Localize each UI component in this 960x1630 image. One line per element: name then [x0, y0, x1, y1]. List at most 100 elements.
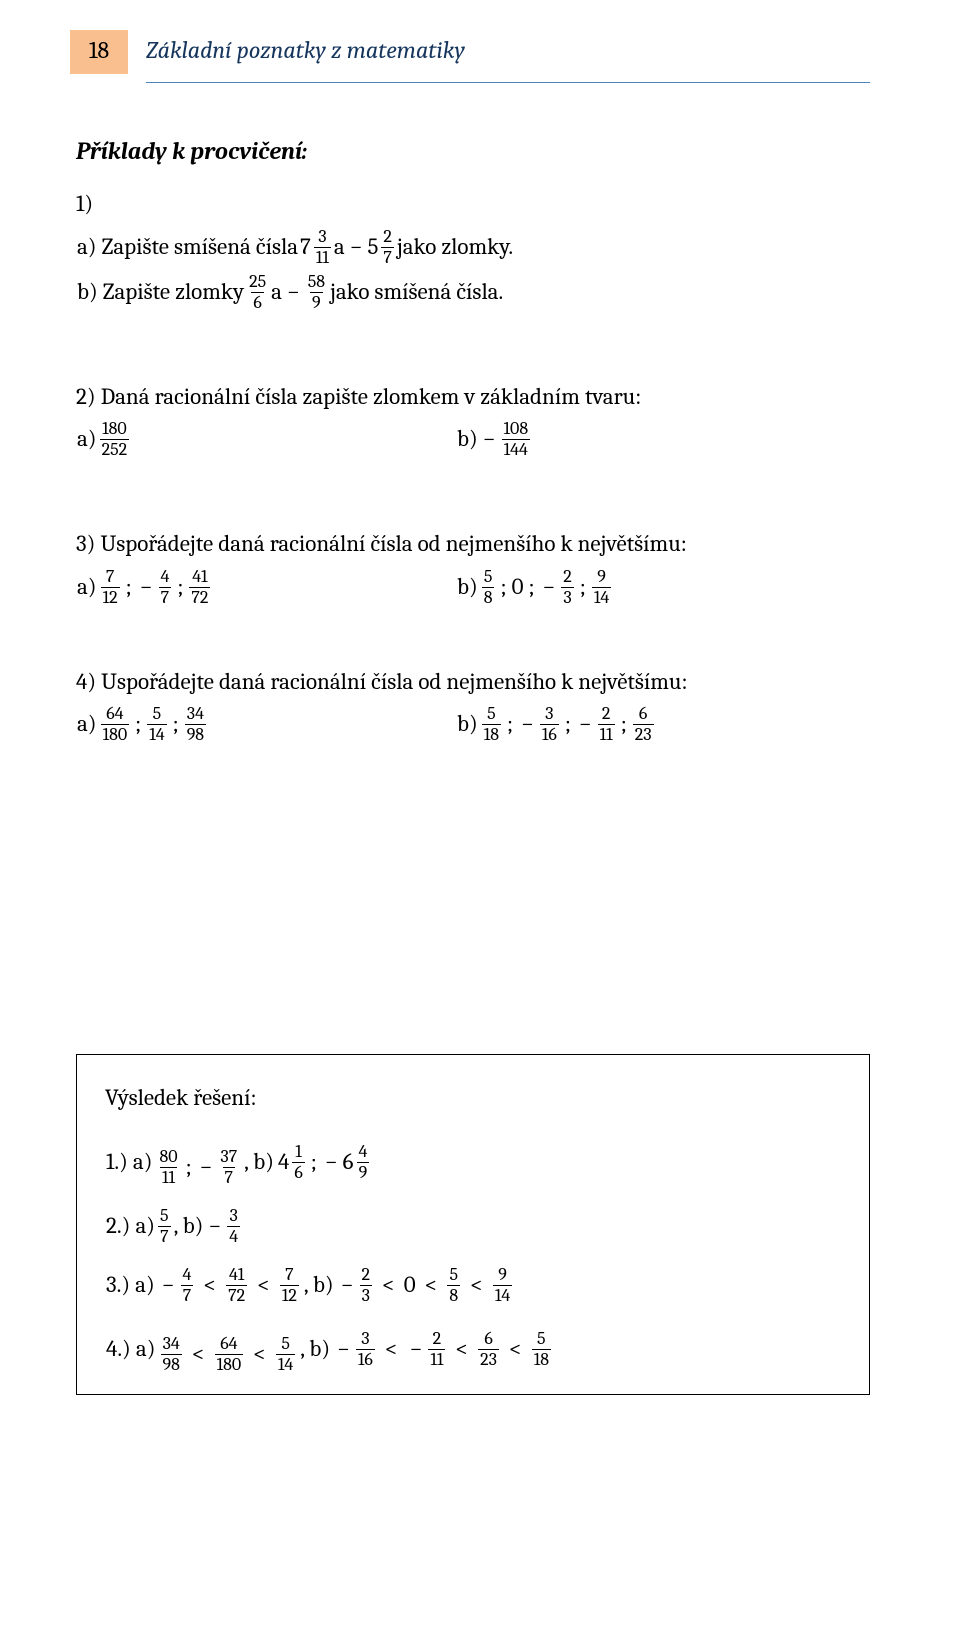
term: −316: [517, 705, 561, 744]
problem-1a: a) Zapište smíšená čísla 7 3 11 a − 5 2 …: [76, 228, 870, 267]
separator: <: [379, 1332, 404, 1367]
fraction: 514: [276, 1335, 295, 1374]
term: 4172: [187, 568, 212, 607]
fraction: 47: [181, 1266, 194, 1305]
separator: ;: [526, 570, 536, 605]
fraction: 58 9: [306, 273, 327, 312]
fraction: 316: [356, 1330, 375, 1369]
separator: <: [247, 1337, 272, 1372]
term: 712: [278, 1266, 301, 1305]
separator: ;: [133, 707, 143, 742]
label: b): [457, 422, 478, 457]
minus-sign: −: [197, 1150, 216, 1185]
fraction: 211: [598, 705, 615, 744]
term: 416: [277, 1143, 307, 1182]
fraction: 4172: [189, 568, 210, 607]
text: a: [334, 230, 345, 265]
header-title: Základní poznatky z matematiky: [128, 30, 870, 74]
term: 0: [403, 1268, 417, 1303]
fraction: 49: [356, 1143, 369, 1182]
results-box: Výsledek řešení: 1.) a) 8011 ; −377 , b)…: [76, 1054, 870, 1395]
term: 0: [511, 570, 525, 605]
problem-2-text: 2) Daná racionální čísla zapište zlomkem…: [76, 380, 870, 415]
term: 514: [274, 1335, 297, 1374]
term: −47: [158, 1266, 196, 1305]
problem-2: 2) Daná racionální čísla zapište zlomkem…: [76, 380, 870, 460]
separator: ;: [498, 570, 508, 605]
fraction: 377: [218, 1148, 239, 1187]
label: 4.) a): [106, 1332, 156, 1367]
term: 914: [491, 1266, 514, 1305]
problem-3-text: 3) Uspořádejte daná racionální čísla od …: [76, 527, 870, 562]
separator: <: [197, 1268, 222, 1303]
problem-4b: b) 518 ; −316 ; −211 ; 623: [456, 705, 870, 744]
literal: 0: [404, 1268, 416, 1303]
separator: ;: [578, 570, 588, 605]
minus-sign: −: [284, 275, 303, 310]
term: 58: [445, 1266, 462, 1305]
fraction: 64180: [215, 1335, 244, 1374]
result-4b: −316<−211<623<518: [332, 1330, 554, 1369]
term: −211: [406, 1330, 448, 1369]
minus-sign: −: [137, 570, 156, 605]
literal: 0: [512, 570, 524, 605]
term: 518: [530, 1330, 553, 1369]
label: 3.) a): [106, 1268, 155, 1303]
fraction: 108 144: [502, 420, 531, 459]
text: a) Zapište smíšená čísla: [77, 230, 298, 265]
label: a): [77, 570, 97, 605]
fraction: 2 7: [381, 228, 394, 267]
problem-4: 4) Uspořádejte daná racionální čísla od …: [76, 665, 870, 745]
result-1b: 416 ; −649: [276, 1143, 372, 1182]
separator: ;: [505, 707, 515, 742]
term: 64180: [213, 1335, 246, 1374]
fraction: 58: [482, 568, 495, 607]
problem-1-num: 1): [76, 187, 870, 222]
result-1: 1.) a) 8011 ; −377 , b) 416 ; −649: [105, 1138, 841, 1187]
fraction: 3 4: [227, 1207, 240, 1246]
fraction: 47: [158, 568, 171, 607]
result-3a: −47<4172<712: [157, 1266, 302, 1305]
results-title: Výsledek řešení:: [105, 1081, 841, 1116]
term: 623: [631, 705, 656, 744]
fraction: 3498: [161, 1335, 182, 1374]
section-title: Příklady k procvičení:: [76, 133, 870, 169]
separator: ;: [124, 570, 134, 605]
minus-sign: −: [322, 1145, 341, 1180]
result-3b: −23<0<58<914: [336, 1266, 516, 1305]
page-header: 18 Základní poznatky z matematiky: [70, 30, 870, 74]
fraction: 712: [101, 568, 120, 607]
result-4: 4.) a) 3498<64180<514 , b) −316<−211<623…: [105, 1325, 841, 1374]
term: 514: [145, 705, 168, 744]
fraction: 58: [447, 1266, 460, 1305]
fraction: 914: [592, 568, 611, 607]
minus-sign: −: [407, 1332, 426, 1367]
problem-3b: b) 58 ; 0 ; −23 ; 914: [456, 568, 870, 607]
fraction: 23: [359, 1266, 372, 1305]
problem-3a: a) 712 ; −47 ; 4172: [76, 568, 456, 607]
result-1a: 8011 ; −377: [155, 1138, 243, 1187]
term: −23: [539, 568, 576, 607]
fraction: 3498: [185, 705, 206, 744]
label: 2.) a): [106, 1209, 155, 1244]
separator: <: [419, 1268, 444, 1303]
separator: <: [376, 1268, 401, 1303]
problem-1b: b) Zapište zlomky 25 6 a − 58 9 jako smí…: [76, 273, 870, 312]
minus-sign: −: [540, 570, 559, 605]
separator: ;: [619, 707, 629, 742]
fraction: 518: [482, 705, 501, 744]
mid: , b): [244, 1145, 274, 1180]
problem-3: 3) Uspořádejte daná racionální čísla od …: [76, 527, 870, 607]
mixed-whole: 6: [343, 1145, 354, 1180]
mid: , b): [300, 1332, 330, 1367]
term: 3498: [183, 705, 208, 744]
content: Příklady k procvičení: 1) a) Zapište smí…: [70, 83, 870, 1395]
fraction: 914: [493, 1266, 512, 1305]
separator: <: [449, 1332, 474, 1367]
term: 712: [99, 568, 122, 607]
mixed-whole: 5: [367, 230, 378, 265]
fraction: 712: [280, 1266, 299, 1305]
fraction: 16: [292, 1143, 304, 1182]
minus-sign: −: [576, 707, 595, 742]
separator: <: [464, 1268, 489, 1303]
